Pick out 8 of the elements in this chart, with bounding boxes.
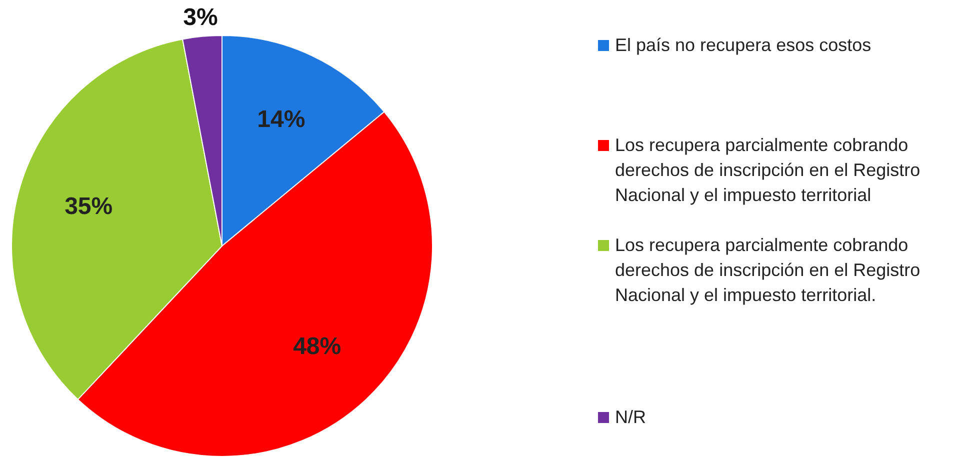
data-label: 35% [64, 192, 113, 220]
legend-label: Los recupera parcialmente cobrando derechos de inscripción en el Registro Nacional y el impuesto territorial. [615, 234, 922, 307]
data-label: 48% [293, 332, 342, 360]
data-label: 3% [183, 4, 218, 32]
data-label: 14% [257, 106, 306, 133]
legend-label: N/R [615, 406, 646, 429]
legend-label: El país no recupera esos costos [615, 34, 872, 57]
legend-label: Los recupera parcialmente cobrando derechos de inscripción en el Registro Nacional y el impuesto territorial [615, 134, 922, 207]
